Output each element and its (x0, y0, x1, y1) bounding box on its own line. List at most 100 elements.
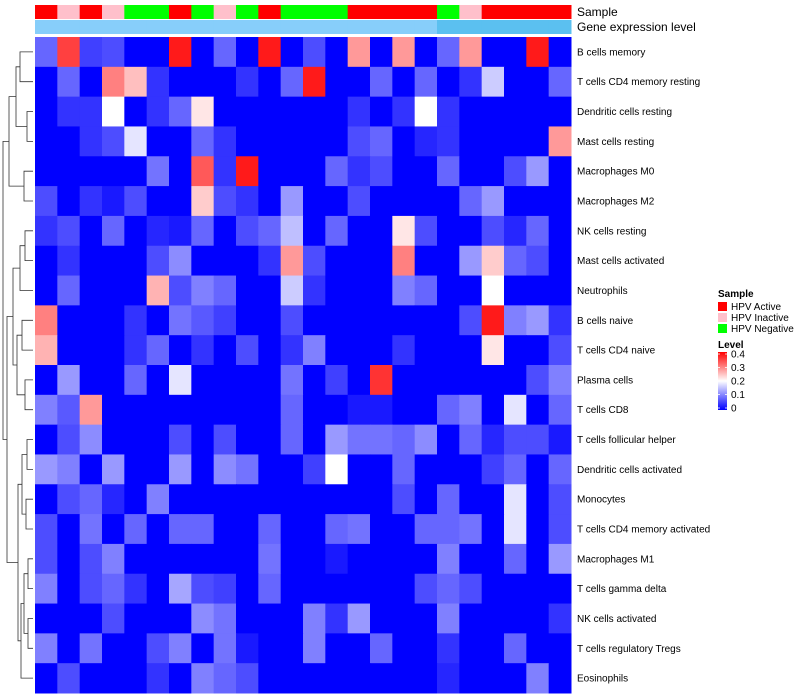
heatmap-cell (169, 156, 192, 187)
heatmap-cell (347, 66, 371, 98)
heatmap-cell (437, 245, 460, 277)
heatmap-cell (548, 96, 572, 127)
heatmap-cell (213, 573, 237, 605)
heatmap-cell (526, 335, 550, 366)
heatmap-cell (169, 275, 192, 306)
heatmap-cell (191, 37, 215, 68)
heatmap-cell (213, 275, 237, 306)
heatmap-cell (191, 186, 215, 217)
heatmap-cell (79, 543, 103, 575)
heatmap-cell (79, 335, 103, 366)
heatmap-cell (370, 245, 393, 277)
heatmap-cell (459, 543, 483, 575)
heatmap-cell (169, 394, 192, 426)
dendrogram-branch (12, 267, 20, 366)
heatmap-cell (526, 37, 550, 68)
level-legend: Level 0.4 0.3 0.2 0.1 0 (718, 340, 745, 415)
dendrogram-branch (23, 170, 33, 202)
heatmap-cell (548, 215, 572, 247)
heatmap-cell (236, 156, 259, 187)
heatmap-cell (437, 305, 460, 336)
heatmap-cell (347, 484, 371, 515)
heatmap-cell (414, 335, 438, 366)
heatmap-cell (102, 37, 125, 68)
heatmap-cell (213, 365, 237, 396)
heatmap-cell (303, 37, 326, 68)
heatmap-cell (303, 603, 326, 634)
heatmap-cell (191, 245, 215, 277)
heatmap-cell (146, 335, 170, 366)
heatmap-cell (213, 66, 237, 98)
heatmap-cell (213, 126, 237, 157)
heatmap-cell (146, 663, 170, 694)
heatmap-cell (102, 156, 125, 187)
heatmap-cell (325, 156, 349, 187)
heatmap-cell (325, 305, 349, 336)
heatmap-cell (548, 37, 572, 68)
sample-annotation-cell (437, 5, 460, 19)
level-tick-label: 0.4 (731, 350, 745, 361)
expression-annotation-cell (35, 20, 58, 34)
heatmap-cell (79, 156, 103, 187)
level-colorbar (718, 352, 727, 410)
heatmap-cell (392, 663, 416, 694)
heatmap-cell (146, 215, 170, 247)
heatmap-cell (392, 186, 416, 217)
heatmap-cell (548, 424, 572, 455)
heatmap-cell (258, 96, 282, 127)
heatmap-cell (280, 663, 304, 694)
heatmap-cell (414, 603, 438, 634)
heatmap-cell (191, 633, 215, 664)
heatmap-cell (258, 424, 282, 455)
heatmap-cell (57, 186, 81, 217)
heatmap-cell (414, 186, 438, 217)
heatmap-cell (347, 365, 371, 396)
heatmap-cell (481, 454, 505, 485)
heatmap-cell (325, 424, 349, 455)
heatmap-cell (213, 186, 237, 217)
heatmap-cell (169, 663, 192, 694)
heatmap-cell (79, 484, 103, 515)
heatmap-cell (280, 186, 304, 217)
dendrogram-branch (16, 334, 25, 396)
heatmap-cell (79, 633, 103, 664)
heatmap-cell (370, 37, 393, 68)
heatmap-cell (280, 156, 304, 187)
heatmap-cell (504, 394, 527, 426)
heatmap-cell (236, 573, 259, 605)
heatmap-cell (146, 275, 170, 306)
row-label: Dendritic cells resting (577, 107, 672, 118)
heatmap-cell (392, 96, 416, 127)
heatmap-cell (504, 66, 527, 98)
heatmap-cell (280, 573, 304, 605)
heatmap-cell (124, 186, 148, 217)
heatmap-cell (258, 186, 282, 217)
heatmap-cell (79, 573, 103, 605)
heatmap-cell (191, 514, 215, 545)
heatmap-cell (526, 484, 550, 515)
heatmap-cell (169, 66, 192, 98)
heatmap-cell (481, 663, 505, 694)
heatmap-cell (481, 156, 505, 187)
heatmap-cell (258, 514, 282, 545)
heatmap-cell (347, 424, 371, 455)
heatmap-cell (280, 66, 304, 98)
heatmap-cell (347, 573, 371, 605)
heatmap-cell (102, 573, 125, 605)
heatmap-cell (347, 126, 371, 157)
heatmap-cell (35, 186, 58, 217)
heatmap-cell (79, 603, 103, 634)
heatmap-cell (325, 633, 349, 664)
heatmap-cell (370, 484, 393, 515)
heatmap-cell (437, 514, 460, 545)
expression-annotation-cell (481, 20, 505, 34)
heatmap-cell (437, 663, 460, 694)
heatmap-cell (57, 424, 81, 455)
sample-annotation-cell (504, 5, 527, 19)
heatmap-cell (548, 514, 572, 545)
heatmap-cell (504, 215, 527, 247)
heatmap-cell (102, 365, 125, 396)
heatmap-cell (146, 633, 170, 664)
dendrogram-branch (8, 96, 24, 187)
heatmap-cell (459, 663, 483, 694)
